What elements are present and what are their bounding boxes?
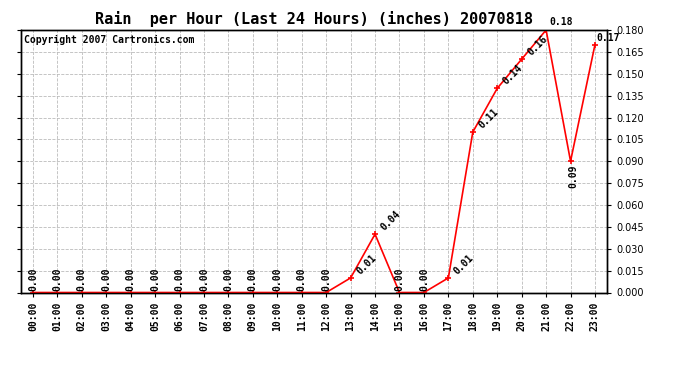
Text: 0.00: 0.00 (199, 267, 209, 291)
Text: 0.17: 0.17 (596, 33, 620, 43)
Text: 0.00: 0.00 (28, 267, 38, 291)
Text: 0.00: 0.00 (321, 267, 331, 291)
Text: 0.16: 0.16 (525, 34, 549, 58)
Text: 0.00: 0.00 (101, 267, 111, 291)
Text: 0.00: 0.00 (224, 267, 233, 291)
Text: 0.00: 0.00 (126, 267, 136, 291)
Text: 0.00: 0.00 (248, 267, 258, 291)
Text: 0.00: 0.00 (150, 267, 160, 291)
Text: 0.00: 0.00 (52, 267, 62, 291)
Text: 0.00: 0.00 (419, 267, 429, 291)
Text: 0.00: 0.00 (175, 267, 184, 291)
Text: 0.00: 0.00 (77, 267, 87, 291)
Text: 0.09: 0.09 (568, 164, 578, 188)
Text: 0.01: 0.01 (452, 253, 475, 276)
Text: 0.04: 0.04 (379, 209, 402, 233)
Text: 0.01: 0.01 (354, 253, 378, 276)
Text: 0.14: 0.14 (501, 63, 524, 87)
Title: Rain  per Hour (Last 24 Hours) (inches) 20070818: Rain per Hour (Last 24 Hours) (inches) 2… (95, 12, 533, 27)
Text: 0.00: 0.00 (395, 267, 404, 291)
Text: 0.00: 0.00 (297, 267, 307, 291)
Text: Copyright 2007 Cartronics.com: Copyright 2007 Cartronics.com (23, 35, 194, 45)
Text: 0.00: 0.00 (273, 267, 282, 291)
Text: 0.11: 0.11 (477, 107, 500, 130)
Text: 0.18: 0.18 (550, 17, 573, 27)
